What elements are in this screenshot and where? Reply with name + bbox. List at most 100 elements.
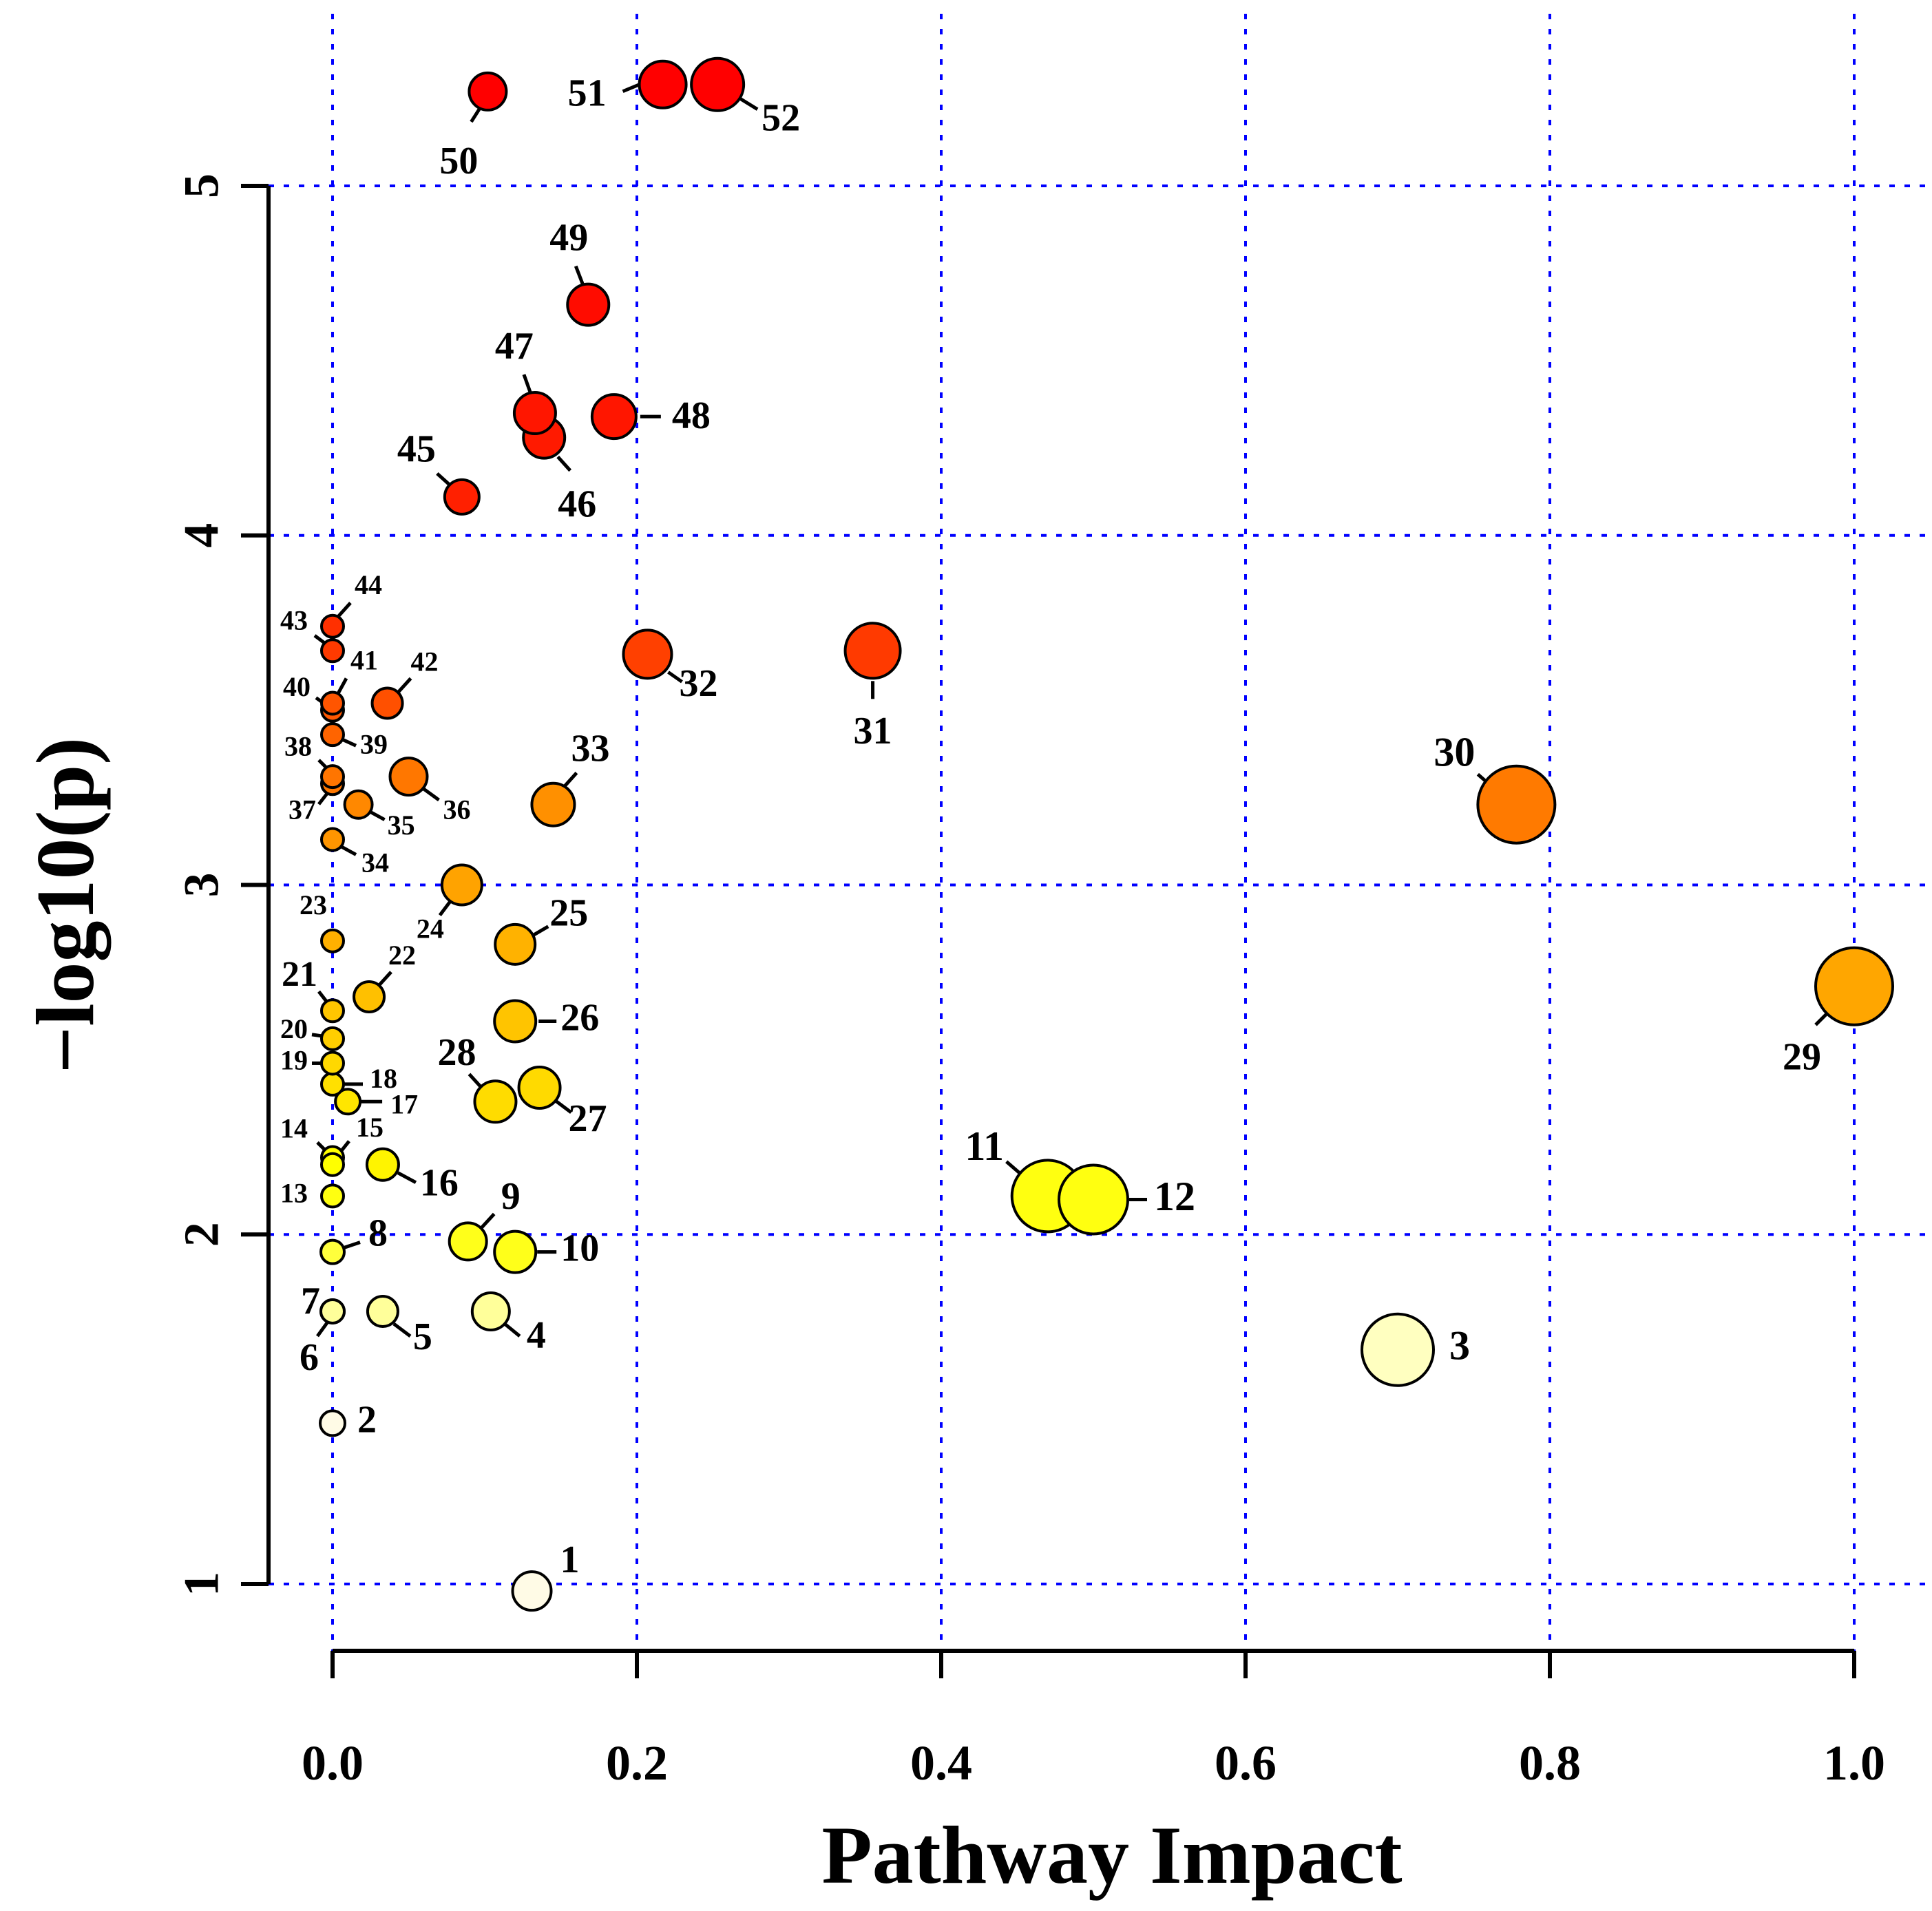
y-tick-label-4: 5	[174, 173, 229, 198]
point-8	[319, 1238, 346, 1265]
leader-4	[503, 1322, 521, 1338]
point-42	[370, 686, 404, 720]
point-label-3: 3	[1449, 1323, 1470, 1369]
point-7	[319, 1298, 346, 1324]
point-label-26: 26	[560, 996, 599, 1039]
leader-52	[738, 96, 759, 111]
point-label-52: 52	[762, 97, 800, 140]
leader-41	[336, 677, 348, 695]
point-label-31: 31	[854, 710, 892, 752]
axes	[266, 186, 1854, 1653]
y-axis-title: −log10(p)	[19, 737, 112, 1073]
leader-16	[397, 1171, 417, 1184]
leader-44	[337, 602, 352, 618]
point-label-4: 4	[527, 1314, 546, 1357]
leader-32	[667, 671, 683, 684]
point-label-30: 30	[1434, 729, 1475, 774]
leader-35	[368, 810, 386, 821]
point-32	[622, 629, 673, 680]
x-tick-label-3: 0.6	[1215, 1735, 1277, 1791]
point-43	[320, 638, 345, 664]
point-label-44: 44	[355, 569, 382, 600]
x-axis-title: Pathway Impact	[821, 1809, 1402, 1901]
point-label-33: 33	[571, 728, 609, 770]
point-17	[334, 1088, 362, 1116]
point-12	[1058, 1163, 1129, 1236]
point-label-14: 14	[280, 1113, 308, 1144]
point-label-28: 28	[437, 1031, 476, 1074]
point-2	[319, 1409, 346, 1437]
point-label-34: 34	[361, 847, 389, 878]
y-tick-label-3: 4	[174, 523, 229, 548]
x-tick-label-5: 1.0	[1823, 1735, 1885, 1791]
leader-6	[315, 1320, 330, 1338]
leader-51	[622, 83, 640, 94]
point-label-12: 12	[1154, 1174, 1195, 1219]
point-23	[320, 928, 345, 953]
point-35	[343, 789, 374, 820]
x-tick-label-1: 0.2	[606, 1735, 668, 1791]
x-tick-label-4: 0.8	[1519, 1735, 1581, 1791]
point-19	[320, 1050, 345, 1076]
point-9	[448, 1221, 488, 1262]
point-15	[320, 1152, 345, 1177]
point-25	[494, 922, 537, 966]
point-label-37: 37	[288, 794, 316, 825]
point-label-16: 16	[420, 1162, 459, 1205]
point-label-15: 15	[356, 1112, 384, 1143]
point-label-10: 10	[560, 1227, 599, 1269]
point-49	[566, 282, 611, 327]
point-label-5: 5	[413, 1316, 432, 1358]
point-label-8: 8	[368, 1212, 388, 1254]
x-tick-label-2: 0.4	[910, 1735, 972, 1791]
data-points	[319, 56, 1894, 1612]
leader-36	[423, 788, 440, 802]
point-label-21: 21	[282, 955, 317, 994]
leader-47	[522, 374, 533, 394]
point-41	[320, 690, 345, 716]
point-label-35: 35	[388, 810, 415, 841]
leader-5	[392, 1322, 412, 1338]
point-30	[1476, 764, 1557, 845]
point-label-13: 13	[280, 1178, 308, 1209]
point-28	[473, 1079, 518, 1124]
point-1	[511, 1570, 553, 1612]
x-tick-label-0: 0.0	[302, 1735, 364, 1791]
point-24	[440, 863, 483, 907]
point-10	[493, 1229, 538, 1274]
point-4	[470, 1291, 511, 1331]
point-29	[1814, 946, 1894, 1026]
leader-49	[574, 265, 585, 285]
point-18	[320, 1071, 345, 1097]
point-label-1: 1	[560, 1539, 580, 1581]
point-label-49: 49	[549, 216, 588, 259]
point-38	[320, 764, 345, 790]
leader-46	[556, 455, 572, 472]
point-label-47: 47	[495, 325, 534, 368]
point-label-43: 43	[280, 604, 308, 635]
y-tick-label-1: 2	[174, 1222, 229, 1247]
point-label-39: 39	[360, 728, 388, 759]
point-label-46: 46	[558, 483, 596, 525]
point-39	[320, 722, 345, 748]
point-label-25: 25	[549, 892, 588, 935]
point-label-40: 40	[283, 671, 311, 702]
point-48	[590, 393, 638, 441]
point-47	[512, 391, 557, 436]
leader-33	[563, 772, 578, 788]
y-tick-label-0: 1	[174, 1572, 229, 1596]
point-label-9: 9	[501, 1175, 521, 1218]
leader-8	[343, 1240, 361, 1250]
point-label-41: 41	[350, 645, 378, 676]
point-label-23: 23	[300, 889, 327, 920]
point-label-22: 22	[388, 940, 416, 971]
leader-20	[311, 1033, 322, 1038]
point-26	[493, 999, 538, 1044]
leader-34	[339, 845, 357, 856]
leader-27	[554, 1098, 573, 1114]
gridlines	[269, 14, 1928, 1652]
point-label-29: 29	[1783, 1036, 1821, 1079]
